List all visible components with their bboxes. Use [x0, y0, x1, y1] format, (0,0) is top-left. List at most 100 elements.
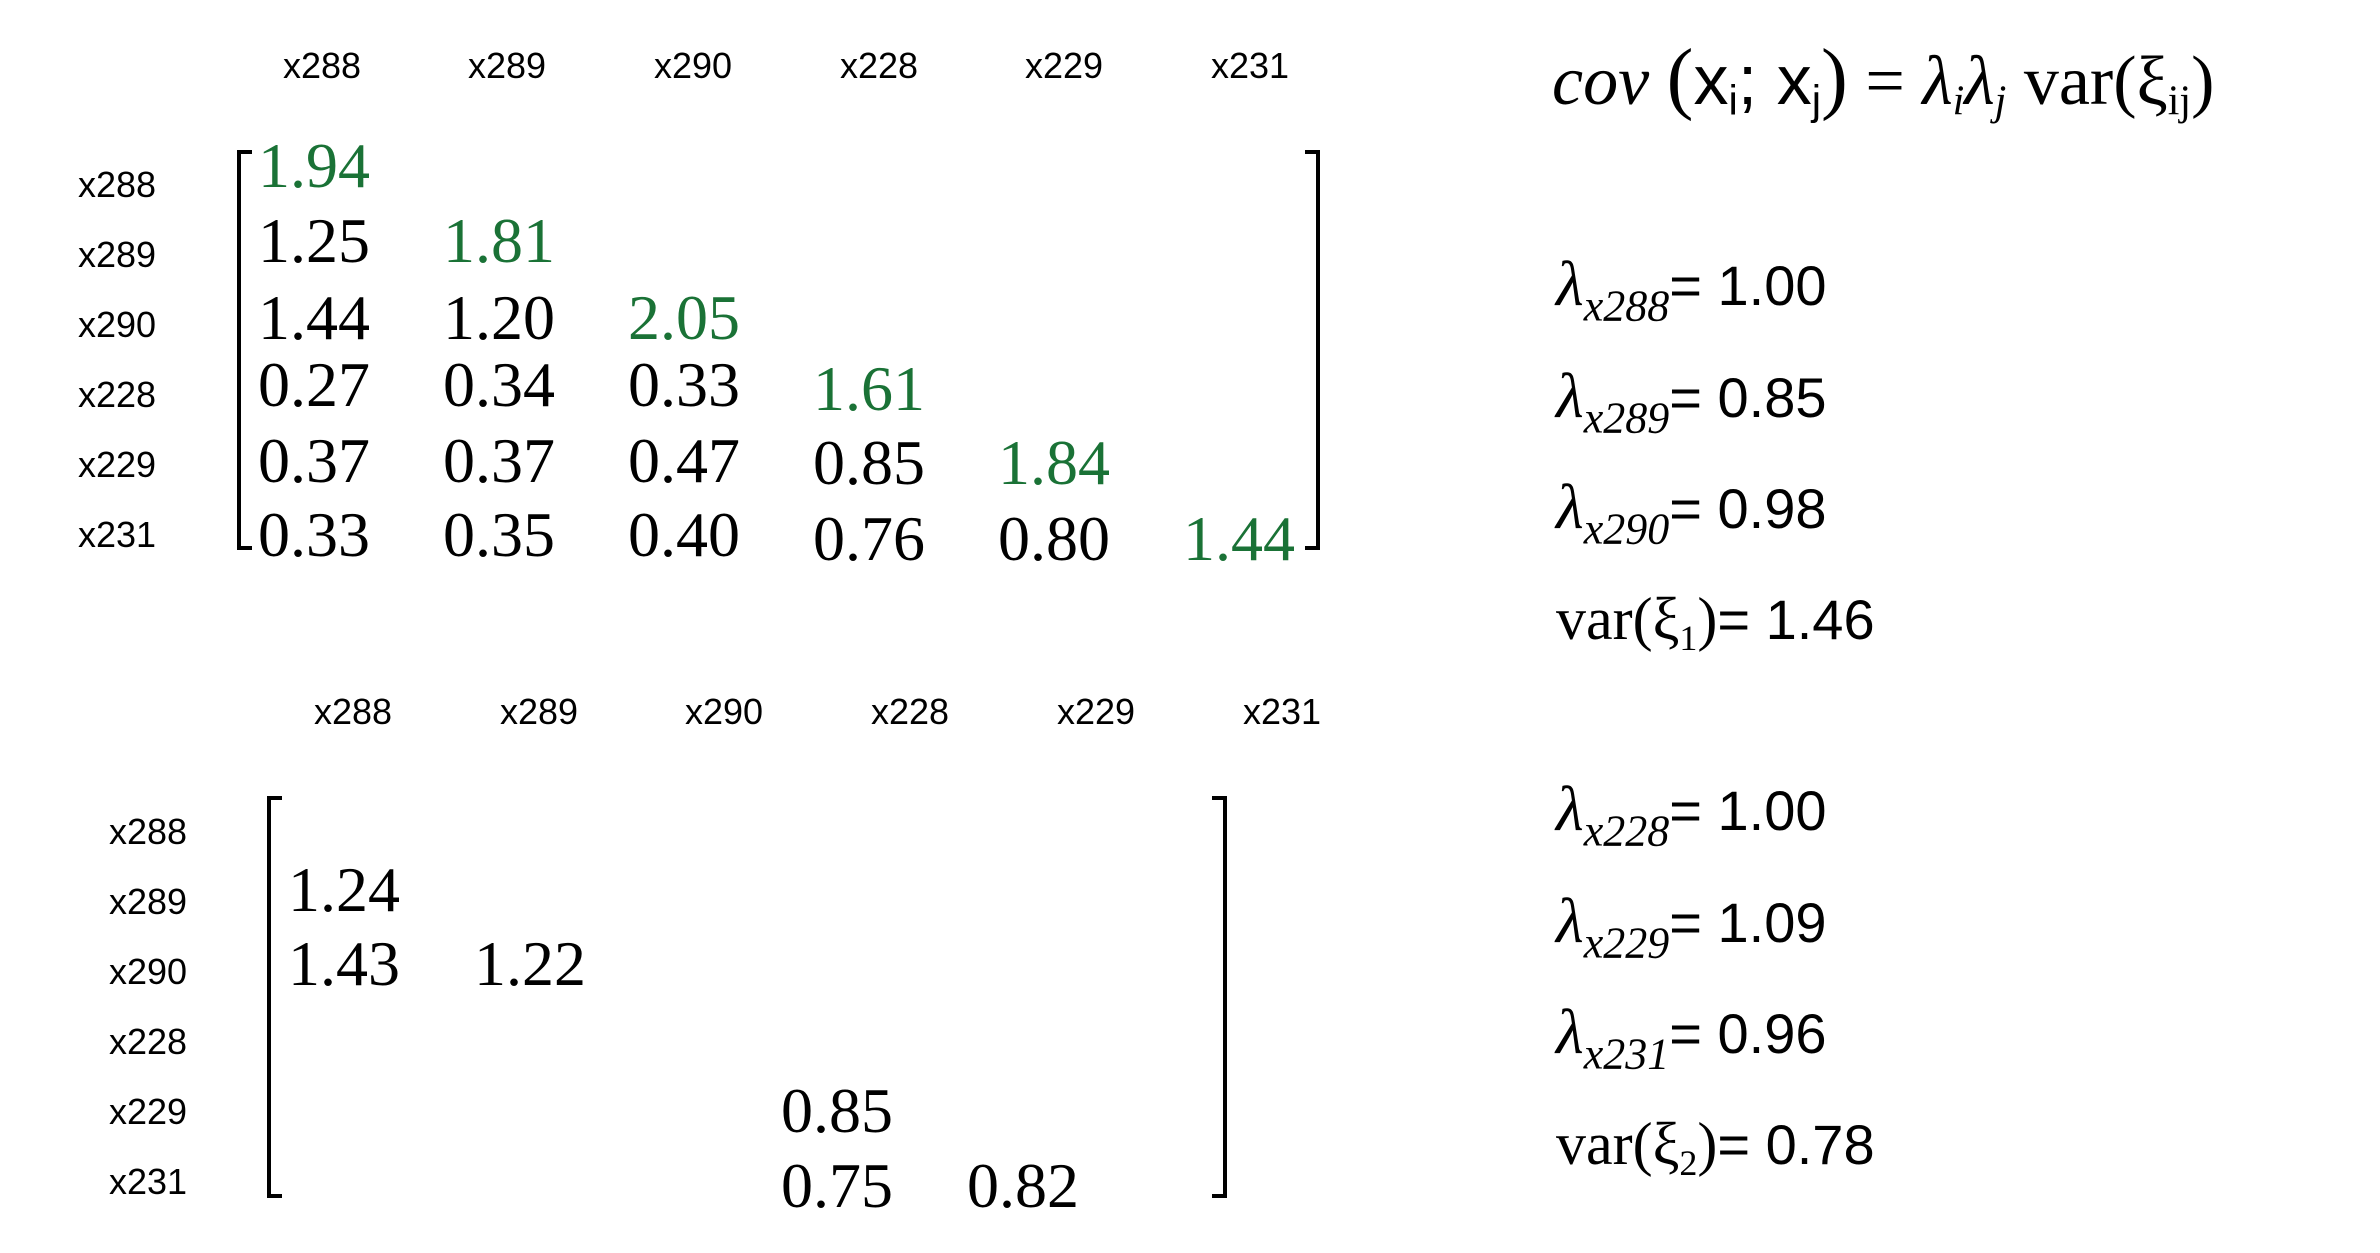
lambda-symbol: λ: [1556, 471, 1584, 542]
col-header: x228: [870, 691, 950, 732]
close-paren: ): [1821, 33, 1848, 122]
param-lambda-x288: λx288= 1.00: [1556, 252, 1827, 328]
param-value: = 1.00: [1669, 779, 1827, 842]
equals-sign: =: [1865, 43, 1923, 120]
row-header: x228: [78, 374, 157, 415]
bottom-left-bracket: [267, 796, 282, 1198]
matrix-cell: 0.82: [967, 1150, 1079, 1221]
var-close-paren: ): [2191, 43, 2215, 120]
var-text: var(: [2006, 43, 2137, 120]
row-header: x231: [78, 514, 157, 555]
bottom-right-bracket: [1212, 796, 1227, 1198]
param-value: = 1.46: [1717, 588, 1875, 651]
matrix-cell: 1.84: [998, 427, 1110, 498]
matrix-cell: 1.25: [258, 205, 370, 276]
lambda-i: λ: [1922, 43, 1953, 120]
param-value: = 0.98: [1669, 477, 1827, 540]
param-value: = 1.00: [1669, 254, 1827, 317]
matrix-cell: 1.81: [443, 205, 555, 276]
lambda-symbol: λ: [1556, 996, 1584, 1067]
var-xi-close: ): [1697, 586, 1718, 652]
matrix-cell: 0.37: [258, 425, 370, 496]
var-xi-label: var(ξ: [1556, 1111, 1680, 1177]
param-value: = 1.09: [1669, 891, 1827, 954]
col-header: x288: [313, 691, 393, 732]
matrix-cell: 0.47: [628, 425, 740, 496]
row-header: x229: [109, 1091, 188, 1132]
row-header: x288: [78, 164, 157, 205]
lambda-symbol: λ: [1556, 248, 1584, 319]
top-left-bracket: [237, 150, 252, 550]
var-xi-text: var(ξ2): [1556, 1111, 1718, 1181]
matrix-cell: 0.27: [258, 349, 370, 420]
row-header: x289: [78, 234, 157, 275]
xi-sub: ij: [2167, 78, 2192, 125]
col-header: x289: [467, 45, 547, 86]
matrix-cell: 2.05: [628, 282, 740, 353]
param-var-xi2: var(ξ2)= 0.78: [1556, 1111, 1875, 1181]
param-lambda-x228: λx228= 1.00: [1556, 777, 1827, 853]
matrix-cell: 0.33: [258, 499, 370, 570]
matrix-cell: 1.94: [258, 130, 370, 201]
col-header: x229: [1024, 45, 1104, 86]
lambda-symbol: λ: [1556, 773, 1584, 844]
col-header: x231: [1242, 691, 1322, 732]
lambda-symbol: λ: [1556, 885, 1584, 956]
row-header: x290: [78, 304, 157, 345]
matrix-cell: 1.24: [288, 854, 400, 925]
row-header: x289: [109, 881, 188, 922]
param-sub: x231: [1583, 1029, 1670, 1079]
var-xi-label: var(ξ: [1556, 586, 1680, 652]
formula-sub-i: i: [1728, 76, 1738, 124]
var-xi-close: ): [1697, 1111, 1718, 1177]
col-header: x228: [839, 45, 919, 86]
matrix-cell: 0.75: [781, 1150, 893, 1221]
param-sub: x288: [1583, 281, 1670, 331]
formula-separator: ;: [1737, 41, 1777, 119]
col-header: x289: [499, 691, 579, 732]
matrix-cell: 0.40: [628, 499, 740, 570]
param-value: = 0.78: [1717, 1113, 1875, 1176]
lambda-sub-j: j: [1994, 78, 2007, 125]
param-sub: x290: [1583, 504, 1670, 554]
matrix-cell: 0.76: [813, 503, 925, 574]
param-value: = 0.85: [1669, 366, 1827, 429]
lambda-symbol: λ: [1556, 360, 1584, 431]
param-value: = 0.96: [1669, 1002, 1827, 1065]
matrix-cell: 0.80: [998, 503, 1110, 574]
xi-symbol: ξ: [2136, 43, 2168, 120]
matrix-cell: 0.85: [813, 427, 925, 498]
covariance-formula: cov (xi; xj) = λiλj var(ξij): [1552, 37, 2215, 122]
param-sub: x289: [1583, 393, 1670, 443]
row-header: x228: [109, 1021, 188, 1062]
param-sub: x229: [1583, 918, 1670, 968]
top-right-bracket: [1305, 150, 1320, 550]
matrix-cell: 0.35: [443, 499, 555, 570]
matrix-cell: 1.22: [474, 928, 586, 999]
param-lambda-x229: λx229= 1.09: [1556, 889, 1827, 965]
param-lambda-x290: λx290= 0.98: [1556, 475, 1827, 551]
matrix-cell: 1.44: [1183, 503, 1295, 574]
col-header: x290: [653, 45, 733, 86]
row-header: x229: [78, 444, 157, 485]
param-lambda-x231: λx231= 0.96: [1556, 1000, 1827, 1076]
formula-sub-j: j: [1811, 76, 1822, 124]
formula-arg-x: x: [1693, 41, 1729, 119]
var-xi-sub: 2: [1679, 1142, 1698, 1183]
matrix-cell: 0.37: [443, 425, 555, 496]
matrix-cell: 0.33: [628, 349, 740, 420]
row-header: x288: [109, 811, 188, 852]
formula-arg-x: x: [1776, 41, 1812, 119]
lambda-sub-i: i: [1952, 78, 1965, 125]
cov-text: cov: [1552, 43, 1650, 120]
col-header: x288: [282, 45, 362, 86]
param-var-xi1: var(ξ1)= 1.46: [1556, 586, 1875, 656]
open-paren: (: [1666, 33, 1694, 122]
matrix-cell: 1.61: [813, 353, 925, 424]
col-header: x229: [1056, 691, 1136, 732]
param-sub: x228: [1583, 806, 1670, 856]
col-header: x290: [684, 691, 764, 732]
col-header: x231: [1210, 45, 1290, 86]
row-header: x231: [109, 1161, 188, 1202]
matrix-cell: 1.44: [258, 282, 370, 353]
